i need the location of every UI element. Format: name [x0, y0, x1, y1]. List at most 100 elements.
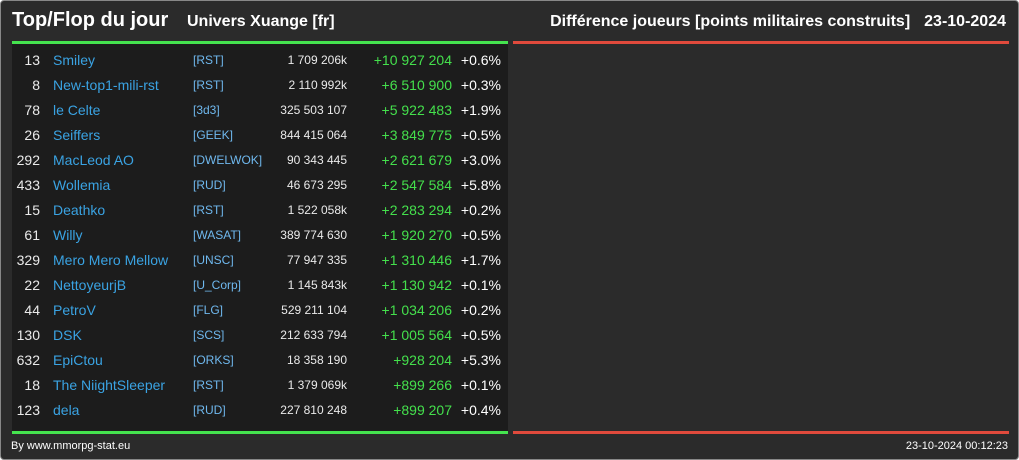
player-points: 18 358 190 — [286, 353, 347, 367]
percent-change: +1.9% — [460, 102, 501, 118]
header-info: Différence joueurs [points militaires co… — [550, 13, 1006, 31]
percent-change: +0.2% — [460, 202, 501, 218]
points-difference: +2 283 294 — [381, 202, 452, 218]
table-row: 433 Wollemia [RUD] 46 673 295 +2 547 584 +5.8… — [12, 173, 508, 198]
table-row: 78 le Celte [3d3] 325 503 107 +5 922 483 +1.9… — [12, 98, 508, 123]
points-difference: +1 310 446 — [381, 252, 452, 268]
alliance-tag[interactable]: [WASAT] — [193, 228, 241, 242]
alliance-tag[interactable]: [U_Corp] — [193, 278, 242, 292]
alliance-tag[interactable]: [RST] — [193, 78, 224, 92]
player-points: 844 415 064 — [280, 128, 347, 142]
player-name[interactable]: Seiffers — [53, 127, 101, 143]
player-rank: 18 — [24, 377, 40, 393]
alliance-tag[interactable]: [RUD] — [193, 403, 226, 417]
table-row: 130 DSK [SCS] 212 633 794 +1 005 564 +0.5% — [12, 323, 508, 348]
player-name[interactable]: NettoyeurjB — [53, 277, 127, 293]
table-row: 26 Seiffers [GEEK] 844 415 064 +3 849 775 +0.… — [12, 123, 508, 148]
table-row: 632 EpiCtou [ORKS] 18 358 190 +928 204 +5.3% — [12, 348, 508, 373]
alliance-tag[interactable]: [DWELWOK] — [193, 153, 263, 167]
report-date: 23-10-2024 — [924, 13, 1006, 30]
player-name[interactable]: Willy — [53, 227, 83, 243]
points-difference: +1 130 942 — [381, 277, 452, 293]
player-name[interactable]: Deathko — [53, 202, 106, 218]
player-rank: 13 — [24, 52, 40, 68]
table-row: 292 MacLeod AO [DWELWOK] 90 343 445 +2 621 6… — [12, 148, 508, 173]
player-points: 46 673 295 — [286, 178, 347, 192]
bottom-divider-red — [513, 431, 1009, 434]
alliance-tag[interactable]: [RST] — [193, 203, 224, 217]
player-rank: 329 — [16, 252, 40, 268]
player-rank: 433 — [16, 177, 40, 193]
alliance-tag[interactable]: [GEEK] — [193, 128, 234, 142]
table-row: 15 Deathko [RST] 1 522 058k +2 283 294 +0.2% — [12, 198, 508, 223]
table-row: 22 NettoyeurjB [U_Corp] 1 145 843k +1 130 94… — [12, 273, 508, 298]
points-difference: +3 849 775 — [381, 127, 452, 143]
site-credit: By www.mmorpg-stat.eu — [11, 440, 131, 452]
percent-change: +0.2% — [460, 302, 501, 318]
table-row: 61 Willy [WASAT] 389 774 630 +1 920 270 +0.5% — [12, 223, 508, 248]
player-rank: 130 — [16, 327, 40, 343]
points-difference: +899 207 — [393, 402, 452, 418]
top-divider-red — [513, 41, 1009, 44]
top-divider-green — [12, 41, 508, 44]
top-losers-panel — [513, 44, 1009, 431]
table-row: 18 The NiightSleeper [RST] 1 379 069k +899 2… — [12, 373, 508, 398]
alliance-tag[interactable]: [RST] — [193, 378, 224, 392]
points-difference: +2 547 584 — [381, 177, 452, 193]
percent-change: +1.7% — [460, 252, 501, 268]
player-name[interactable]: The NiightSleeper — [53, 377, 166, 393]
percent-change: +0.1% — [460, 377, 501, 393]
percent-change: +5.8% — [460, 177, 501, 193]
points-difference: +2 621 679 — [381, 152, 452, 168]
player-name[interactable]: le Celte — [53, 102, 101, 118]
player-rank: 15 — [24, 202, 40, 218]
table-row: 329 Mero Mero Mellow [UNSC] 77 947 335 +1 31… — [12, 248, 508, 273]
percent-change: +5.3% — [460, 352, 501, 368]
alliance-tag[interactable]: [RST] — [193, 53, 224, 67]
player-rank: 44 — [24, 302, 40, 318]
alliance-tag[interactable]: [UNSC] — [193, 253, 234, 267]
player-rank: 8 — [32, 77, 40, 93]
player-name[interactable]: EpiCtou — [53, 352, 103, 368]
player-name[interactable]: MacLeod AO — [53, 152, 134, 168]
points-difference: +928 204 — [393, 352, 452, 368]
player-points: 212 633 794 — [280, 328, 347, 342]
player-name[interactable]: dela — [53, 402, 80, 418]
percent-change: +0.5% — [460, 327, 501, 343]
player-rank: 78 — [24, 102, 40, 118]
points-difference: +6 510 900 — [381, 77, 452, 93]
page-title: Top/Flop du jour — [12, 9, 169, 31]
alliance-tag[interactable]: [ORKS] — [193, 353, 234, 367]
player-points: 325 503 107 — [280, 103, 347, 117]
alliance-tag[interactable]: [FLG] — [193, 303, 224, 317]
header: Top/Flop du jour Univers Xuange [fr] Dif… — [1, 1, 1018, 41]
player-name[interactable]: DSK — [53, 327, 82, 343]
player-points: 227 810 248 — [280, 403, 347, 417]
player-rank: 61 — [24, 227, 40, 243]
percent-change: +0.3% — [460, 77, 501, 93]
alliance-tag[interactable]: [RUD] — [193, 178, 226, 192]
player-rank: 123 — [16, 402, 40, 418]
player-name[interactable]: New-top1-mili-rst — [53, 77, 159, 93]
player-points: 529 211 104 — [281, 303, 347, 317]
table-row: 8 New-top1-mili-rst [RST] 2 110 992k +6 510 … — [12, 73, 508, 98]
player-rank: 292 — [16, 152, 40, 168]
table-row: 13 Smiley [RST] 1 709 206k +10 927 204 +0.6% — [12, 48, 508, 73]
player-points: 2 110 992k — [288, 78, 348, 92]
player-points: 1 709 206k — [287, 53, 347, 67]
top-gainers-list: 13 Smiley [RST] 1 709 206k +10 927 204 +0.6% 8… — [12, 44, 508, 431]
percent-change: +0.4% — [460, 402, 501, 418]
alliance-tag[interactable]: [3d3] — [193, 103, 220, 117]
player-points: 90 343 445 — [286, 153, 347, 167]
table-row: 123 dela [RUD] 227 810 248 +899 207 +0.4% — [12, 398, 508, 423]
alliance-tag[interactable]: [SCS] — [193, 328, 225, 342]
player-rank: 22 — [24, 277, 40, 293]
player-name[interactable]: Smiley — [53, 52, 96, 68]
player-name[interactable]: Mero Mero Mellow — [53, 252, 169, 268]
player-points: 1 379 069k — [287, 378, 347, 392]
player-rank: 26 — [24, 127, 40, 143]
generated-timestamp: 23-10-2024 00:12:23 — [905, 440, 1008, 452]
player-name[interactable]: PetroV — [53, 302, 96, 318]
player-name[interactable]: Wollemia — [53, 177, 111, 193]
